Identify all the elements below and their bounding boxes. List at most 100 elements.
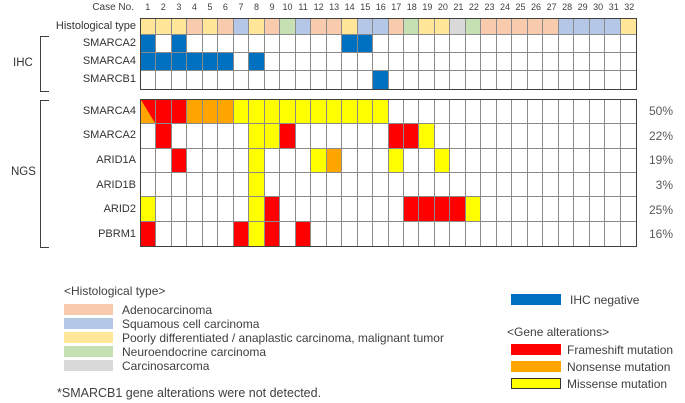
ngs-cell-SMARCA4	[419, 100, 435, 125]
ihc-cell-SMARCA2	[357, 35, 374, 53]
ngs-cell-PBRM1	[171, 221, 188, 246]
histology-cell	[496, 19, 513, 35]
ngs-cell-SMARCA2	[605, 124, 621, 149]
ngs-cell-ARID1B	[357, 173, 374, 198]
case-number: 7	[238, 2, 244, 12]
histology-ihc-grid	[140, 18, 637, 90]
ngs-cell-SMARCA2	[202, 124, 219, 149]
ngs-cell-ARID1A	[589, 148, 606, 173]
ngs-cell-ARID2	[141, 197, 157, 222]
ngs-cell-ARID1A	[481, 148, 497, 173]
ngs-bracket	[40, 100, 49, 248]
ngs-cell-ARID1A	[249, 148, 265, 173]
ihc-cell-SMARCA4	[605, 53, 621, 71]
ngs-cell-ARID1A	[373, 148, 389, 173]
ihc-cell-SMARCB1	[357, 71, 374, 89]
histology-cell	[465, 19, 482, 35]
case-number: 21	[453, 2, 464, 12]
ihc-cell-SMARCA4	[419, 53, 435, 71]
ngs-cell-SMARCA2	[171, 124, 188, 149]
ihc-cell-SMARCA4	[141, 53, 157, 71]
ngs-cell-PBRM1	[264, 221, 281, 246]
ngs-cell-PBRM1	[419, 221, 435, 246]
ngs-cell-ARID1B	[326, 173, 343, 198]
ihc-cell-SMARCA2	[311, 35, 327, 53]
ngs-cell-ARID1A	[496, 148, 513, 173]
ngs-cell-SMARCA2	[512, 124, 528, 149]
ngs-cell-ARID1B	[574, 173, 590, 198]
ngs-cell-ARID1B	[543, 173, 559, 198]
ngs-cell-SMARCA4	[527, 100, 544, 125]
ngs-cell-SMARCA2	[187, 124, 203, 149]
ngs-cell-ARID1A	[357, 148, 374, 173]
ihc-cell-SMARCA4	[357, 53, 374, 71]
percent-label-pbrm1: 16%	[648, 227, 673, 241]
ngs-cell-SMARCA4	[496, 100, 513, 125]
ngs-cell-SMARCA2	[419, 124, 435, 149]
alterations-legend: IHC negative <Gene alterations> Frameshi…	[507, 294, 681, 394]
ngs-cell-ARID2	[233, 197, 250, 222]
histology-cell	[574, 19, 590, 35]
ihc-cell-SMARCB1	[141, 71, 157, 89]
ihc-cell-SMARCA2	[202, 35, 219, 53]
case-number: 22	[468, 2, 479, 12]
ngs-cell-ARID1A	[326, 148, 343, 173]
ngs-cell-ARID1B	[249, 173, 265, 198]
ngs-cell-ARID2	[311, 197, 327, 222]
ihc-cell-SMARCB1	[342, 71, 358, 89]
ihc-cell-SMARCB1	[450, 71, 466, 89]
case-number: 27	[546, 2, 557, 12]
ngs-grid	[140, 99, 637, 247]
ngs-cell-SMARCA4	[295, 100, 312, 125]
ihc-cell-SMARCA2	[156, 35, 172, 53]
ngs-cell-ARID1A	[295, 148, 312, 173]
ngs-cell-PBRM1	[543, 221, 559, 246]
row-label-ngs-pbrm1: PBRM1	[98, 228, 136, 240]
case-number: 26	[531, 2, 542, 12]
ngs-cell-ARID1A	[264, 148, 281, 173]
ngs-cell-ARID1A	[403, 148, 420, 173]
case-number: 29	[577, 2, 588, 12]
ihc-cell-SMARCA4	[543, 53, 559, 71]
case-number: 30	[593, 2, 604, 12]
ngs-cell-SMARCA2	[280, 124, 296, 149]
ngs-cell-ARID2	[419, 197, 435, 222]
case-number: 16	[375, 2, 386, 12]
ngs-cell-SMARCA4	[187, 100, 203, 125]
ngs-cell-ARID1B	[481, 173, 497, 198]
histology-cell	[543, 19, 559, 35]
ngs-cell-ARID1B	[527, 173, 544, 198]
histology-cell	[218, 19, 234, 35]
ngs-cell-ARID1B	[403, 173, 420, 198]
ngs-cell-SMARCA2	[311, 124, 327, 149]
histology-cell	[171, 19, 188, 35]
ngs-cell-PBRM1	[605, 221, 621, 246]
ihc-cell-SMARCA2	[264, 35, 281, 53]
ngs-cell-SMARCA2	[233, 124, 250, 149]
ihc-cell-SMARCA4	[342, 53, 358, 71]
ngs-cell-ARID1A	[342, 148, 358, 173]
ngs-cell-SMARCA4	[558, 100, 575, 125]
ngs-cell-ARID1A	[187, 148, 203, 173]
ngs-cell-PBRM1	[450, 221, 466, 246]
ihc-cell-SMARCB1	[326, 71, 343, 89]
histology-cell	[342, 19, 358, 35]
ngs-cell-ARID1A	[558, 148, 575, 173]
ngs-cell-ARID2	[388, 197, 404, 222]
ihc-cell-SMARCA4	[326, 53, 343, 71]
ngs-cell-ARID2	[450, 197, 466, 222]
ngs-cell-SMARCA4	[357, 100, 374, 125]
ihc-cell-SMARCB1	[218, 71, 234, 89]
ihc-cell-SMARCA2	[233, 35, 250, 53]
case-number: 19	[422, 2, 433, 12]
ngs-cell-ARID2	[465, 197, 482, 222]
ihc-cell-SMARCB1	[465, 71, 482, 89]
ngs-cell-SMARCA2	[264, 124, 281, 149]
legend-swatch-poorly-differentiated	[64, 332, 113, 343]
ngs-cell-ARID2	[434, 197, 451, 222]
histology-cell	[187, 19, 203, 35]
row-label-ihc-smarcb1: SMARCB1	[82, 73, 136, 85]
ngs-cell-ARID1A	[605, 148, 621, 173]
ngs-cell-ARID1B	[171, 173, 188, 198]
ngs-cell-PBRM1	[620, 221, 636, 246]
